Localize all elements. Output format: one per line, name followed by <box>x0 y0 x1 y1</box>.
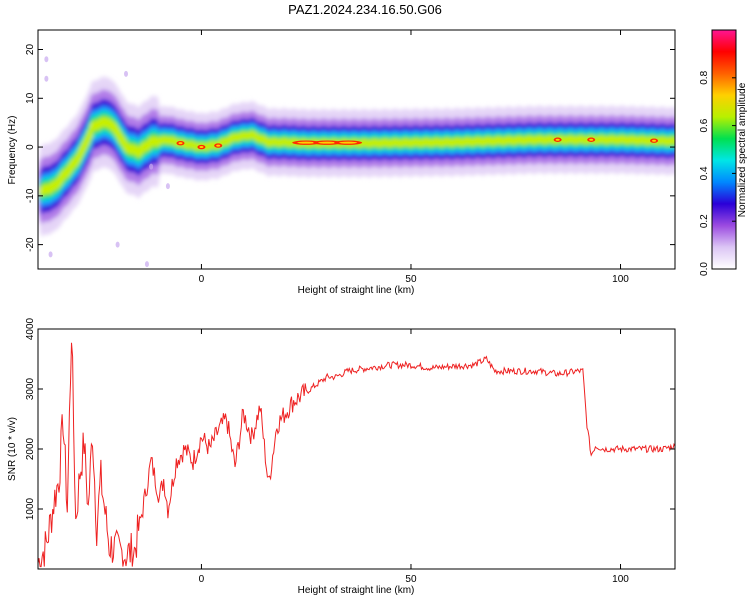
spectral-peak-core <box>555 138 560 141</box>
spectrogram-ytick-label: 0 <box>25 144 36 150</box>
spectral-peak-core <box>199 146 204 149</box>
snr-series-line <box>38 342 675 568</box>
colorbar-tick-label: 0.8 <box>699 70 710 84</box>
colorbar: 0.0 0.2 0.4 0.6 0.8 Normalized spectral ampl… <box>699 29 748 276</box>
spectrogram-ticks: 0 50 100 -20 -10 0 10 20 <box>25 30 675 285</box>
spectrogram-ytick-label: -10 <box>25 188 36 203</box>
spectrogram-xlabel: Height of straight line (km) <box>298 285 415 296</box>
spectral-peak-core <box>318 141 337 144</box>
colorbar-tick-label: 0.2 <box>699 214 710 228</box>
colorbar-gradient <box>712 30 736 269</box>
colorbar-frame <box>711 29 737 270</box>
spectral-peak-core <box>297 141 316 144</box>
snr-xtick-label: 50 <box>405 574 417 585</box>
snr-ytick-label: 2000 <box>25 437 36 460</box>
spectrogram-ytick-label: 20 <box>25 44 36 56</box>
spectral-speckle <box>149 163 154 170</box>
snr-ylabel: SNR (10 * v/v) <box>7 417 18 481</box>
spectral-speckle <box>48 251 53 258</box>
figure-title: PAZ1.2024.234.16.50.G06 <box>288 2 442 17</box>
spectrogram-frame <box>37 29 676 270</box>
snr-ytick-label: 1000 <box>25 497 36 520</box>
snr-xtick-label: 100 <box>612 574 629 585</box>
spectrogram-ytick-label: -20 <box>25 237 36 252</box>
spectral-energy-cell <box>671 137 675 146</box>
spectral-peak-core <box>339 141 358 144</box>
snr-xlabel: Height of straight line (km) <box>298 585 415 596</box>
colorbar-tick-label: 0.4 <box>699 166 710 180</box>
spectral-peak-core <box>652 139 657 142</box>
spectral-speckle <box>144 261 149 268</box>
spectral-speckle <box>44 56 49 63</box>
spectral-peak-core <box>216 144 221 147</box>
spectrogram-xtick-label: 100 <box>612 274 629 285</box>
spectral-peak-core <box>178 142 183 145</box>
spectrogram-xtick-label: 50 <box>405 274 417 285</box>
snr-ytick-label: 4000 <box>25 317 36 340</box>
colorbar-label: Normalized spectral amplitude <box>737 82 748 217</box>
spectrogram-ylabel: Frequency (Hz) <box>7 116 18 185</box>
spectral-energy-cell <box>86 129 93 140</box>
snr-xtick-label: 0 <box>199 574 205 585</box>
colorbar-ticks: 0.0 0.2 0.4 0.6 0.8 <box>699 70 736 276</box>
snr-panel: 0 50 100 1000 2000 3000 4000 Height of straigh… <box>7 317 676 596</box>
snr-plot-area <box>38 329 675 569</box>
spectrogram-xtick-label: 0 <box>199 274 205 285</box>
spectral-peak-core <box>589 138 594 141</box>
spectral-speckle <box>124 70 129 77</box>
colorbar-tick-label: 0.0 <box>699 262 710 276</box>
colorbar-tick-label: 0.6 <box>699 118 710 132</box>
spectral-speckle <box>115 241 120 248</box>
spectral-speckle <box>44 75 49 82</box>
snr-ticks: 0 50 100 1000 2000 3000 4000 <box>25 317 675 585</box>
spectrogram-ytick-label: 10 <box>25 92 36 104</box>
spectral-speckle <box>165 183 170 190</box>
spectrogram-image <box>38 56 675 268</box>
spectrogram-panel: 0 50 100 -20 -10 0 10 20 Height of straight lin… <box>7 29 676 296</box>
snr-ytick-label: 3000 <box>25 377 36 400</box>
